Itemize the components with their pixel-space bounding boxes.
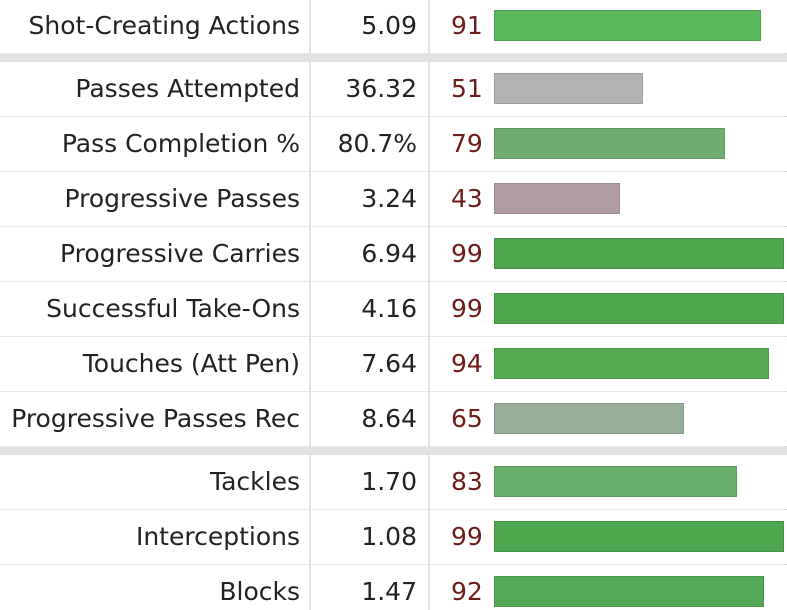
stat-label: Passes Attempted	[75, 74, 300, 103]
percentile-bar	[494, 348, 769, 379]
stat-row: Interceptions 1.08 99	[0, 510, 787, 565]
percentile-label: 92	[451, 577, 483, 606]
percentile-label: 99	[451, 522, 483, 551]
stat-label: Interceptions	[135, 522, 300, 551]
percentile-label: 94	[451, 349, 483, 378]
percentile-bar	[494, 576, 764, 607]
stat-row: Progressive Passes 3.24 43	[0, 172, 787, 227]
stat-label: Shot-Creating Actions	[28, 11, 300, 40]
stat-row: Tackles 1.70 83	[0, 455, 787, 510]
stat-value: 3.24	[361, 184, 417, 213]
stat-row: Shot-Creating Actions 5.09 91	[0, 0, 787, 54]
column-divider-value	[428, 0, 430, 610]
stat-value: 1.08	[361, 522, 417, 551]
percentile-label: 43	[451, 184, 483, 213]
section-separator	[0, 54, 787, 62]
stat-value: 36.32	[345, 74, 417, 103]
stat-value: 1.70	[361, 467, 417, 496]
stat-value: 5.09	[361, 11, 417, 40]
column-divider-label	[309, 0, 311, 610]
stat-label: Pass Completion %	[61, 129, 300, 158]
percentile-bar	[494, 403, 684, 434]
stat-label: Successful Take-Ons	[46, 294, 300, 323]
percentile-label: 83	[451, 467, 483, 496]
percentile-bar	[494, 238, 784, 269]
percentile-bar	[494, 128, 725, 159]
percentile-label: 99	[451, 239, 483, 268]
stat-row: Progressive Passes Rec 8.64 65	[0, 392, 787, 447]
stat-row: Pass Completion % 80.7% 79	[0, 117, 787, 172]
percentile-bar	[494, 10, 761, 41]
percentile-label: 65	[451, 404, 483, 433]
percentile-bar	[494, 521, 784, 552]
stat-label: Progressive Passes Rec	[11, 404, 300, 433]
percentile-label: 91	[451, 11, 483, 40]
stat-value: 80.7%	[337, 129, 417, 158]
section-separator	[0, 447, 787, 455]
stat-value: 4.16	[361, 294, 417, 323]
stat-label: Touches (Att Pen)	[82, 349, 300, 378]
stat-row: Blocks 1.47 92	[0, 565, 787, 610]
stat-label: Tackles	[209, 467, 300, 496]
percentile-label: 79	[451, 129, 483, 158]
percentile-bar	[494, 293, 784, 324]
stat-label: Progressive Passes	[64, 184, 301, 213]
percentile-bar	[494, 183, 620, 214]
stat-label: Blocks	[219, 577, 300, 606]
percentile-bar	[494, 466, 737, 497]
stat-row: Touches (Att Pen) 7.64 94	[0, 337, 787, 392]
stat-value: 7.64	[361, 349, 417, 378]
percentile-label: 99	[451, 294, 483, 323]
percentile-bar	[494, 73, 643, 104]
percentile-label: 51	[451, 74, 483, 103]
stat-label: Progressive Carries	[59, 239, 300, 268]
stat-value: 1.47	[361, 577, 417, 606]
stat-row: Progressive Carries 6.94 99	[0, 227, 787, 282]
stat-value: 6.94	[361, 239, 417, 268]
stat-row: Passes Attempted 36.32 51	[0, 62, 787, 117]
stat-row: Successful Take-Ons 4.16 99	[0, 282, 787, 337]
stat-value: 8.64	[361, 404, 417, 433]
